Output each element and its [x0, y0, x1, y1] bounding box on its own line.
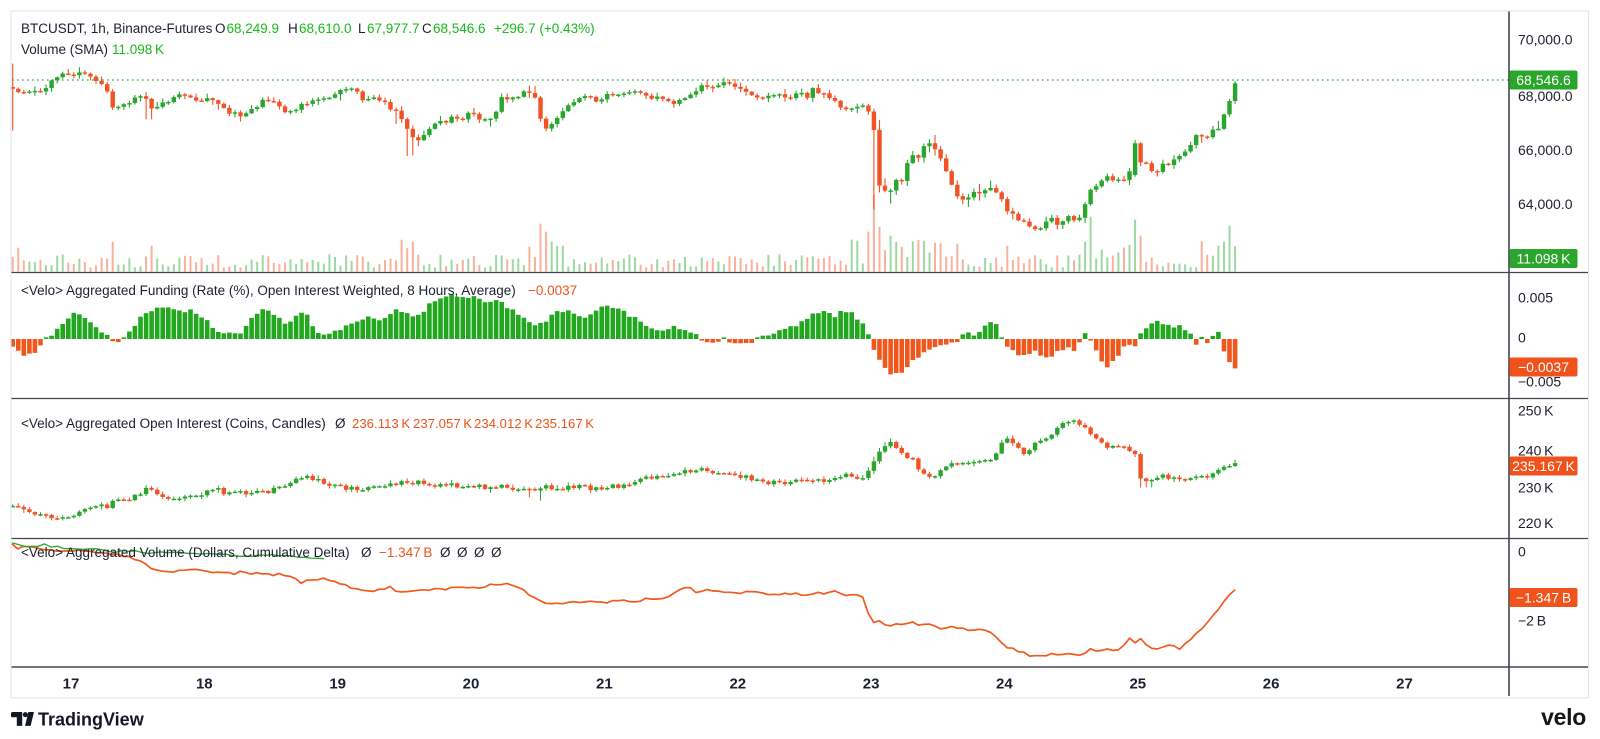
svg-text:−0.005: −0.005 — [1518, 374, 1561, 390]
svg-text:−0.0037: −0.0037 — [1518, 359, 1569, 375]
svg-text:21: 21 — [596, 676, 613, 693]
svg-text:236.113 K: 236.113 K — [352, 416, 410, 431]
svg-text:250 K: 250 K — [1518, 403, 1554, 419]
svg-text:TradingView: TradingView — [38, 710, 145, 730]
svg-text:BTCUSDT, 1h, Binance-Futures: BTCUSDT, 1h, Binance-Futures — [21, 21, 213, 36]
svg-text:220 K: 220 K — [1518, 515, 1554, 531]
svg-text:−1.347 B: −1.347 B — [379, 545, 432, 560]
svg-text:17: 17 — [63, 676, 80, 693]
svg-text:68,000.0: 68,000.0 — [1518, 88, 1573, 104]
svg-text:O: O — [215, 21, 226, 36]
svg-text:237.057 K: 237.057 K — [413, 416, 472, 431]
svg-text:24: 24 — [996, 676, 1013, 693]
svg-text:0.005: 0.005 — [1518, 289, 1553, 305]
svg-text:68,249.9: 68,249.9 — [227, 21, 280, 36]
svg-text:240 K: 240 K — [1518, 443, 1554, 459]
svg-text:C: C — [422, 21, 432, 36]
svg-text:L: L — [358, 21, 366, 36]
svg-text:234.012 K: 234.012 K — [474, 416, 533, 431]
svg-text:235.167 K: 235.167 K — [1512, 458, 1575, 474]
svg-text:67,977.7: 67,977.7 — [367, 21, 420, 36]
svg-text:velo: velo — [1541, 704, 1586, 730]
svg-text:230 K: 230 K — [1518, 480, 1554, 496]
svg-text:0: 0 — [1518, 330, 1526, 346]
svg-text:68,546.6: 68,546.6 — [433, 21, 486, 36]
svg-text:−2 B: −2 B — [1518, 613, 1546, 629]
svg-text:18: 18 — [196, 676, 213, 693]
svg-text:66,000.0: 66,000.0 — [1518, 142, 1573, 158]
svg-text:H: H — [288, 21, 298, 36]
svg-text:27: 27 — [1396, 676, 1413, 693]
svg-text:<Velo> Aggregated Funding (Rat: <Velo> Aggregated Funding (Rate (%), Ope… — [21, 283, 516, 298]
svg-text:26: 26 — [1263, 676, 1280, 693]
svg-text:−1.347 B: −1.347 B — [1516, 590, 1571, 606]
svg-text:64,000.0: 64,000.0 — [1518, 196, 1573, 212]
svg-text:235.167 K: 235.167 K — [535, 416, 594, 431]
svg-text:0: 0 — [1518, 544, 1526, 560]
svg-text:Ø: Ø — [335, 416, 346, 431]
svg-text:20: 20 — [463, 676, 480, 693]
svg-text:68,610.0: 68,610.0 — [299, 21, 352, 36]
svg-text:+296.7 (+0.43%): +296.7 (+0.43%) — [494, 21, 595, 36]
svg-text:Ø: Ø — [361, 545, 372, 560]
svg-text:23: 23 — [863, 676, 880, 693]
svg-text:Ø: Ø — [440, 545, 451, 560]
svg-text:68,546.6: 68,546.6 — [1516, 72, 1571, 88]
svg-text:<Velo> Aggregated Open Interes: <Velo> Aggregated Open Interest (Coins, … — [21, 416, 326, 431]
svg-text:19: 19 — [329, 676, 346, 693]
svg-text:Ø: Ø — [474, 545, 485, 560]
svg-text:70,000.0: 70,000.0 — [1518, 31, 1573, 47]
svg-text:<Velo> Aggregated Volume (Doll: <Velo> Aggregated Volume (Dollars, Cumul… — [21, 545, 350, 560]
svg-text:Ø: Ø — [491, 545, 502, 560]
svg-text:−0.0037: −0.0037 — [528, 283, 577, 298]
svg-text:25: 25 — [1129, 676, 1146, 693]
svg-text:22: 22 — [729, 676, 746, 693]
svg-text:11.098 K: 11.098 K — [1517, 251, 1572, 267]
svg-text:11.098 K: 11.098 K — [112, 42, 164, 57]
svg-text:Ø: Ø — [457, 545, 468, 560]
svg-text:Volume (SMA): Volume (SMA) — [21, 42, 108, 57]
